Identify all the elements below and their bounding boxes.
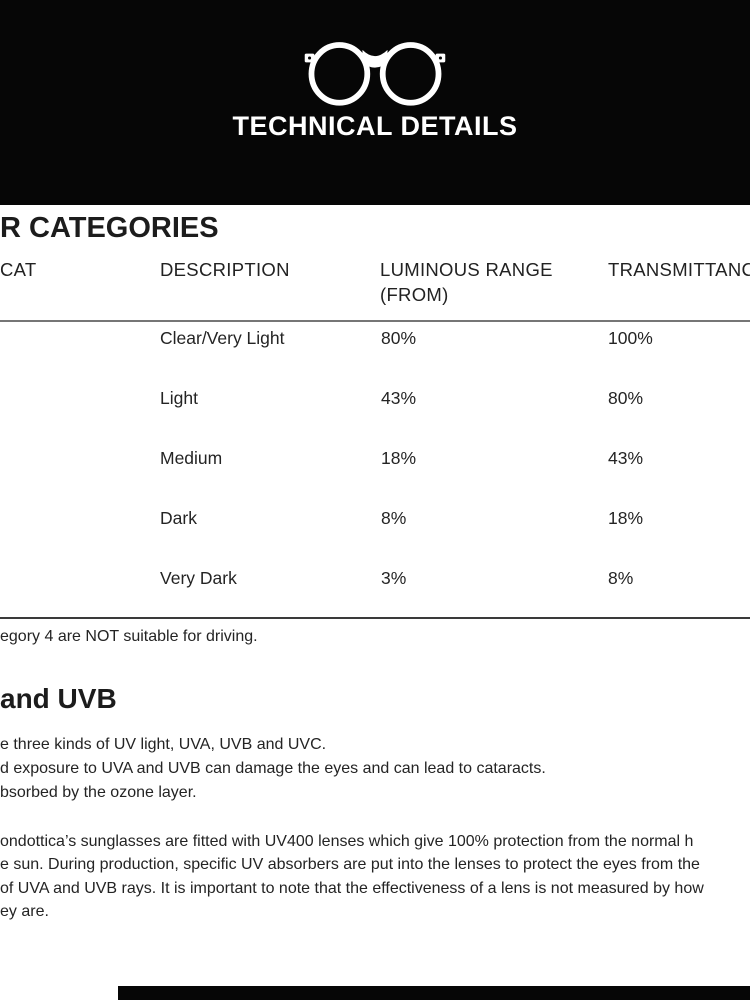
uv-line: bsorbed by the ozone layer. bbox=[0, 784, 197, 801]
table-row: Dark 8% 18% bbox=[0, 508, 750, 532]
cell-luminous-from: 80% bbox=[381, 328, 417, 348]
cell-transmittance: 80% bbox=[608, 388, 644, 408]
uv-paragraph-line: ondottica’s sunglasses are fitted with U… bbox=[0, 833, 694, 850]
uv-paragraph-line: ey are. bbox=[0, 903, 49, 920]
table-row: Clear/Very Light 80% 100% bbox=[0, 328, 750, 352]
cell-luminous-from: 18% bbox=[381, 448, 417, 468]
cell-transmittance: 100% bbox=[608, 328, 653, 348]
cell-description: Very Dark bbox=[160, 568, 237, 588]
driving-note: egory 4 are NOT suitable for driving. bbox=[0, 628, 258, 645]
uv-paragraph-line: of UVA and UVB rays. It is important to … bbox=[0, 880, 704, 897]
cell-luminous-from: 43% bbox=[381, 388, 417, 408]
col-header-luminous-range: LUMINOUS RANGE bbox=[380, 259, 553, 280]
filter-categories-heading: R CATEGORIES bbox=[0, 212, 219, 244]
uv-paragraph-line: e sun. During production, specific UV ab… bbox=[0, 856, 700, 873]
cell-description: Clear/Very Light bbox=[160, 328, 285, 348]
cell-description: Light bbox=[160, 388, 198, 408]
uv-line: e three kinds of UV light, UVA, UVB and … bbox=[0, 736, 327, 753]
table-row: Medium 18% 43% bbox=[0, 448, 750, 472]
cell-transmittance: 43% bbox=[608, 448, 644, 468]
table-row: Very Dark 3% 8% bbox=[0, 568, 750, 592]
cell-description: Medium bbox=[160, 448, 223, 468]
bottom-section-band bbox=[118, 986, 750, 1000]
table-bottom-rule bbox=[0, 617, 750, 619]
cell-luminous-from: 8% bbox=[381, 508, 407, 528]
header-banner: TECHNICAL DETAILS bbox=[0, 0, 750, 205]
page-title: TECHNICAL DETAILS bbox=[232, 111, 518, 141]
table-row: Light 43% 80% bbox=[0, 388, 750, 412]
cell-transmittance: 8% bbox=[608, 568, 634, 588]
table-top-rule bbox=[0, 320, 750, 322]
uv-heading: and UVB bbox=[0, 683, 117, 714]
col-header-description: DESCRIPTION bbox=[160, 259, 290, 280]
glasses-icon bbox=[298, 36, 452, 111]
col-header-luminous-from: (FROM) bbox=[380, 284, 449, 305]
cell-luminous-from: 3% bbox=[381, 568, 407, 588]
table-header: CAT DESCRIPTION LUMINOUS RANGE (FROM) TR… bbox=[0, 259, 750, 309]
cell-description: Dark bbox=[160, 508, 197, 528]
col-header-transmittance: TRANSMITTANCE bbox=[608, 259, 750, 280]
cell-transmittance: 18% bbox=[608, 508, 644, 528]
col-header-cat: CAT bbox=[0, 259, 37, 280]
uv-line: d exposure to UVA and UVB can damage the… bbox=[0, 760, 546, 777]
